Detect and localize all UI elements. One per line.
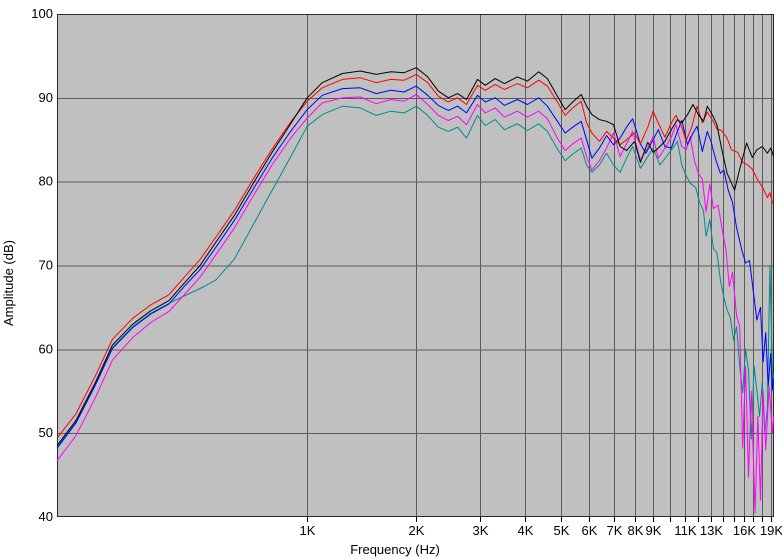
y-tick-label: 60 [39,341,53,356]
series-magenta-line [56,94,775,514]
y-tick-label: 80 [39,174,53,189]
series-black-line [56,67,775,447]
x-tick-label: 11K [674,523,696,538]
plot-frame [57,14,774,517]
y-tick-label: 70 [39,258,53,273]
y-tick-label: 90 [39,90,53,105]
series-teal-line [56,105,775,448]
x-tick-label: 5K [554,523,570,538]
x-tick-label: 4K [518,523,534,538]
x-tick-label: 2K [409,523,425,538]
x-tick-label: 9K [646,523,662,538]
x-tick-label: 6K [582,523,598,538]
y-tick-label: 100 [31,6,53,21]
y-axis-title: Amplitude (dB) [1,240,16,326]
x-tick-label: 8K [628,523,644,538]
x-tick-label: 1K [300,523,316,538]
x-tick-label: 7K [607,523,623,538]
y-tick-label: 50 [39,425,53,440]
series-red-line [56,73,775,439]
y-tick-label: 40 [39,509,53,524]
x-tick-label: 19K [760,523,782,538]
x-axis-title: Frequency (Hz) [350,542,440,557]
series-blue-line [56,85,775,449]
x-tick-label: 16K [733,523,756,538]
plot-area: 1K 2K 3K 4K 5K 6K 7K 8K 9K 11K 13K 16K 19K 100 90 80 70 6… [31,6,782,538]
x-tick-label: 3K [473,523,489,538]
x-tick-label: 13K [700,523,723,538]
